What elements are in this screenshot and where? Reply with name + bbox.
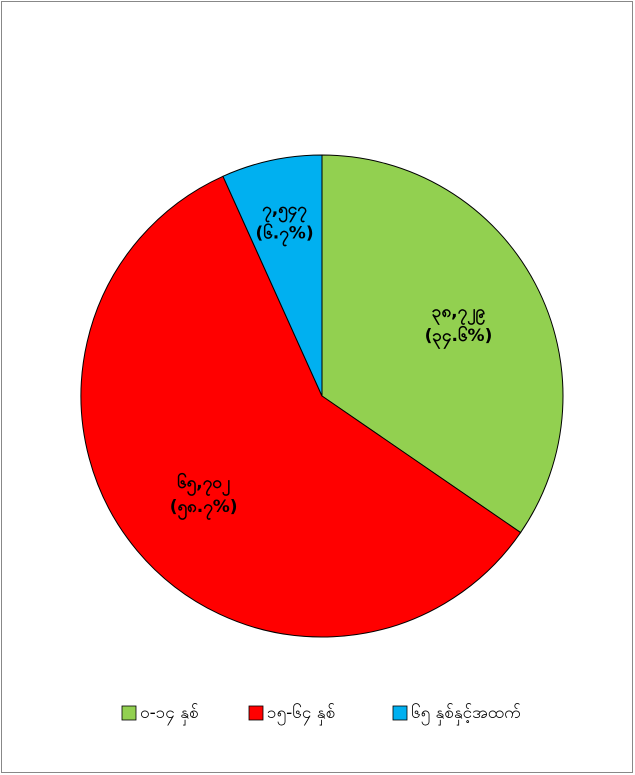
percent-label: (၃၄.၆%) <box>425 324 493 350</box>
legend-swatch <box>121 705 137 721</box>
pie-slice <box>222 154 323 397</box>
legend-label: ၆၅ နှစ်နှင့်အထက် <box>411 702 521 726</box>
value-label: ၆၅,၇၀၂ <box>177 471 231 497</box>
legend-label: ၀-၁၄ နှစ် <box>140 703 199 726</box>
percent-label: (၆.၇%) <box>255 222 313 248</box>
legend-label: ၁၅-၆၄ နှစ် <box>267 702 335 726</box>
value-label: ၇,၅၄၇ <box>262 200 307 224</box>
pie-slice <box>80 175 522 638</box>
legend-swatch <box>248 705 264 721</box>
value-label: ၃၈,၇၂၉ <box>432 302 486 326</box>
percent-label: (၅၈.၇%) <box>170 497 238 521</box>
pie-slice <box>321 154 564 534</box>
legend-swatch <box>392 705 408 721</box>
